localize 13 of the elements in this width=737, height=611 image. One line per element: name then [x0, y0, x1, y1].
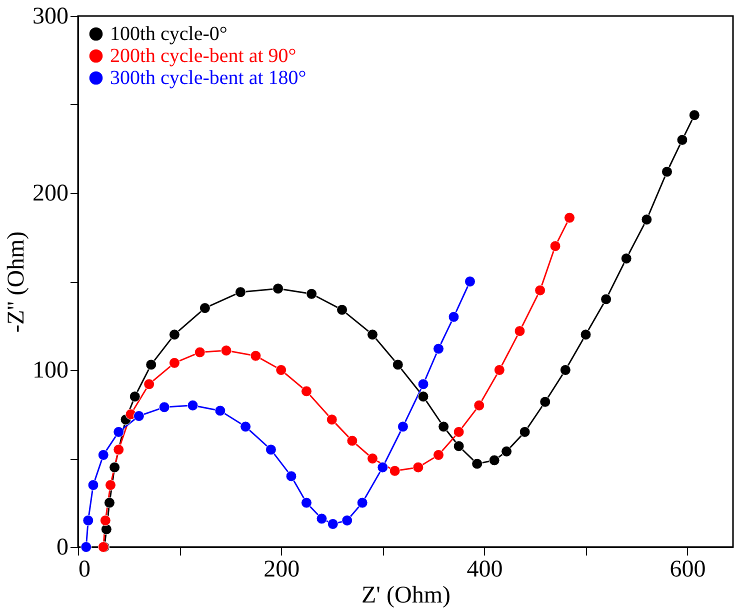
x-axis-title: Z' (Ohm) [362, 582, 450, 608]
y-tick-label: 0 [56, 534, 68, 560]
y-axis-title: -Z'' (Ohm) [4, 231, 30, 333]
y-tick-label: 100 [32, 358, 68, 384]
y-tick-label: 200 [32, 180, 68, 206]
legend-label: 300th cycle-bent at 180° [110, 67, 306, 89]
legend-label: 100th cycle-0° [110, 23, 228, 45]
x-tick-label: 0 [78, 556, 90, 582]
x-tick-label: 200 [264, 556, 300, 582]
legend-label: 200th cycle-bent at 90° [110, 45, 296, 67]
x-tick-label: 400 [466, 556, 503, 582]
x-tick-label: 600 [670, 556, 706, 582]
y-tick-label: 300 [32, 4, 68, 30]
